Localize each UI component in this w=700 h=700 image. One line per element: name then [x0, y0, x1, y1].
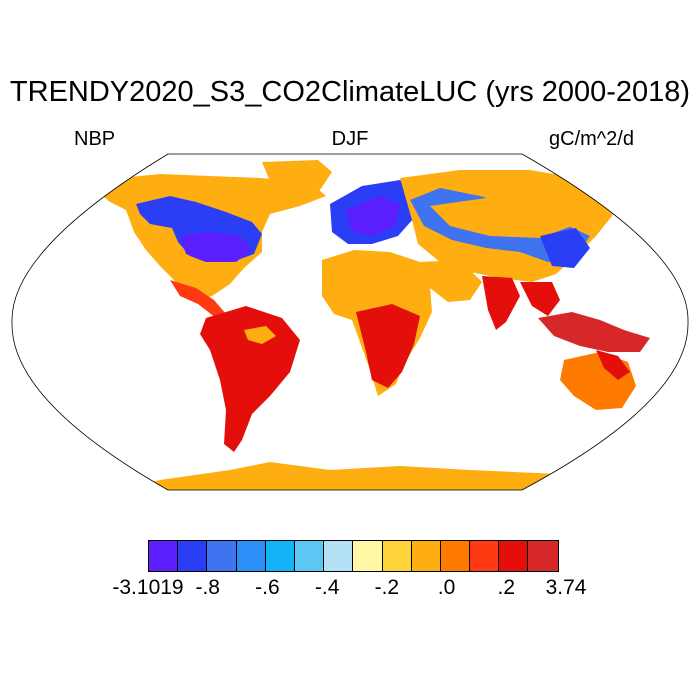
colorbar-swatch: [499, 541, 529, 571]
map-title: TRENDY2020_S3_CO2ClimateLUC (yrs 2000-20…: [9, 76, 691, 108]
colorbar-swatch: [324, 541, 354, 571]
colorbar-tick-label: -3.1019: [112, 576, 184, 599]
greenland-landmass: [262, 160, 332, 198]
colorbar-swatch: [528, 541, 558, 571]
colorbar-tick-label: .2: [497, 576, 516, 599]
colorbar-tick-label: -.2: [374, 576, 400, 599]
australia-coast-red: [596, 350, 630, 380]
colorbar-swatch: [207, 541, 237, 571]
colorbar-swatch: [178, 541, 208, 571]
asia-siberia-orange: [430, 196, 572, 238]
central-america-landmass: [170, 280, 226, 318]
maritime-asia-islands: [538, 312, 650, 352]
middle-east-landmass: [420, 260, 482, 302]
colorbar-tick-label: -.6: [255, 576, 280, 599]
variable-label: NBP: [74, 128, 116, 150]
colorbar-tick-label: 3.74: [545, 576, 587, 599]
colorbar-swatch: [236, 541, 266, 571]
north-america-blue-east: [180, 232, 252, 262]
antarctica-landmass: [120, 462, 600, 490]
map-boundary: [11, 153, 689, 491]
colorbar-swatch: [382, 541, 412, 571]
season-label: DJF: [331, 128, 369, 150]
new-zealand-landmass: [632, 402, 664, 430]
south-america-landmass: [200, 306, 300, 452]
colorbar-swatch: [265, 541, 295, 571]
colorbar-tick-label: .0: [437, 576, 456, 599]
europe-dark-zone: [346, 196, 400, 236]
colorbar-swatch: [149, 541, 179, 571]
colorbar-tick-label: -.4: [314, 576, 340, 599]
units-label: gC/m^2/d: [549, 128, 634, 150]
colorbar-tick-label: -.8: [195, 576, 220, 599]
southeast-asia-landmass: [520, 282, 560, 316]
colorbar-swatch: [470, 541, 500, 571]
india-landmass: [482, 276, 520, 330]
asia-east-blue: [540, 228, 590, 268]
colorbar: [148, 540, 559, 572]
australia-landmass: [560, 352, 636, 410]
colorbar-swatch: [440, 541, 471, 571]
south-america-orange-patch: [244, 326, 276, 344]
colorbar-swatch: [294, 541, 325, 571]
colorbar-swatch: [411, 541, 441, 571]
colorbar-swatch: [353, 541, 383, 571]
africa-red-zone: [356, 304, 420, 388]
